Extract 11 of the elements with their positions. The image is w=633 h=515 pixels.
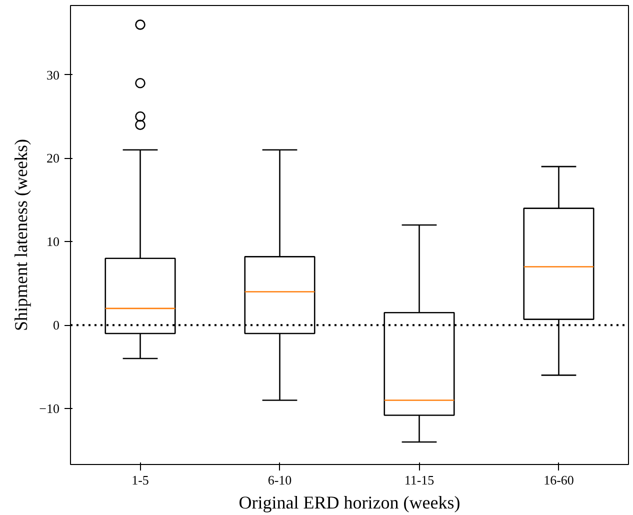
y-tick-label: 20 — [46, 150, 60, 166]
y-tick-label: 0 — [53, 318, 60, 333]
y-axis-title: Shipment lateness (weeks) — [11, 139, 32, 331]
x-tick-label: 11-15 — [404, 472, 434, 488]
y-tick-label: −10 — [39, 401, 60, 416]
x-axis-title: Original ERD horizon (weeks) — [238, 492, 460, 512]
y-tick-label: 30 — [46, 67, 60, 82]
x-tick-label: 16-60 — [544, 472, 574, 488]
x-tick-label: 1-5 — [132, 472, 149, 488]
y-tick-label: 10 — [46, 234, 60, 250]
x-tick-label: 6-10 — [268, 472, 292, 488]
